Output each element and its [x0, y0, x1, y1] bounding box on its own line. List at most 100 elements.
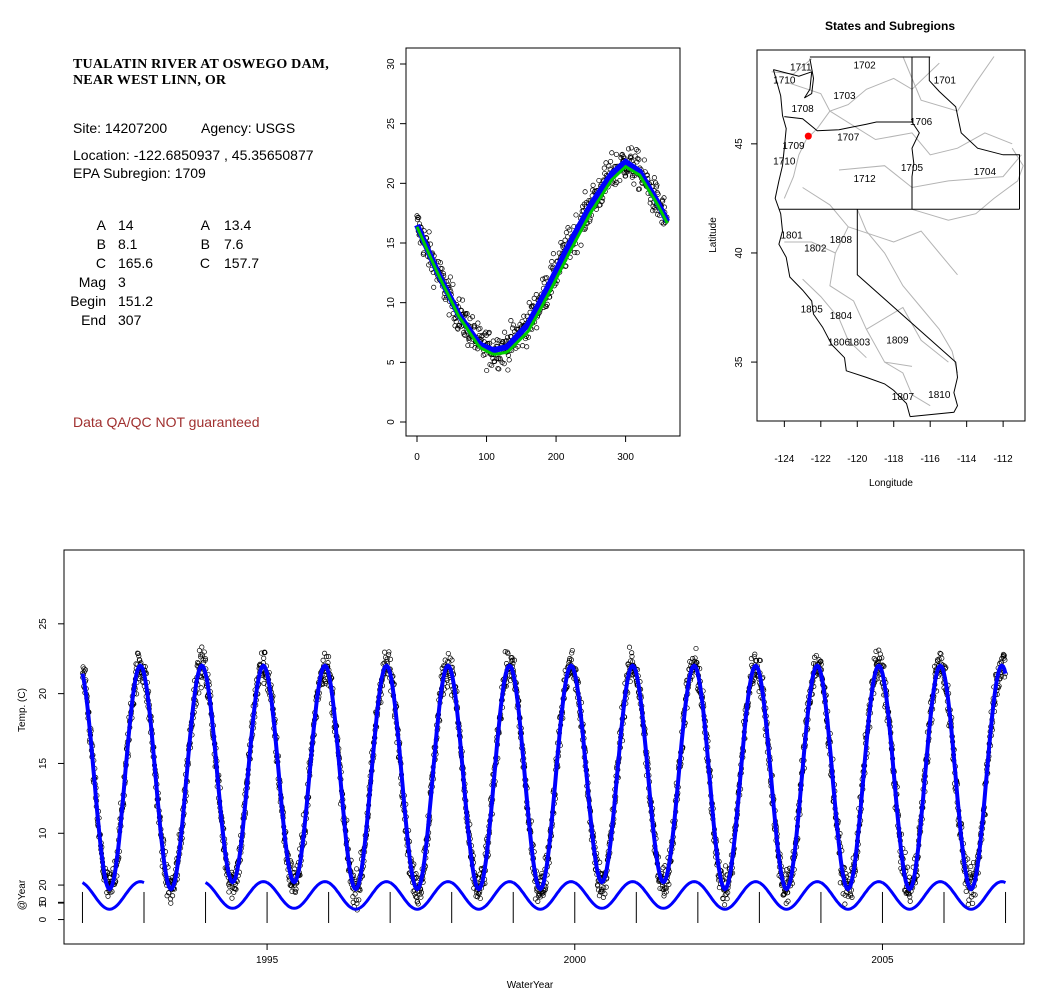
ts-point	[201, 649, 207, 655]
data-point	[431, 284, 437, 290]
ts-point	[414, 899, 421, 905]
ts-point	[292, 889, 298, 895]
data-point	[489, 362, 495, 369]
ts-point	[722, 863, 729, 869]
data-point	[447, 274, 453, 280]
ts-point	[505, 650, 511, 657]
ts-point	[323, 653, 330, 660]
data-point	[603, 160, 609, 166]
subregion-label: 1707	[837, 132, 860, 143]
data-point	[549, 259, 555, 265]
data-point	[510, 322, 516, 328]
ts-point	[693, 645, 699, 652]
ts-point	[603, 884, 609, 890]
subregion-label: 1801	[780, 231, 803, 242]
map-x-tick-label: -112	[993, 454, 1013, 465]
data-point	[439, 266, 445, 272]
ts-xlabel: WaterYear	[507, 980, 554, 991]
subregion-label: 1804	[830, 311, 853, 322]
state-border	[911, 57, 920, 210]
ts-x-tick-label: 1995	[256, 955, 279, 966]
data-point	[486, 329, 492, 335]
ts-point	[474, 894, 481, 900]
data-point	[495, 365, 501, 372]
ts-x-tick-label: 2000	[564, 955, 587, 966]
data-point	[652, 207, 658, 213]
data-point	[466, 337, 472, 343]
subregion-label: 1806	[828, 337, 851, 348]
ts-point	[508, 658, 514, 664]
data-point	[630, 172, 636, 179]
subregion-boundary	[802, 187, 913, 367]
coastline	[772, 69, 911, 417]
ts-point	[784, 867, 790, 873]
data-point	[522, 336, 529, 342]
site-id: Site: 14207200	[73, 120, 168, 136]
ts-point	[442, 657, 448, 663]
subregion-label: 1701	[934, 76, 957, 87]
subregion-label: 1709	[782, 141, 805, 152]
state-border	[928, 57, 1020, 210]
ts-point	[105, 893, 111, 899]
map-y-tick-label: 45	[734, 138, 745, 150]
ts-point	[569, 647, 575, 654]
ts-point	[568, 657, 574, 663]
data-point	[526, 300, 532, 306]
data-point	[465, 342, 471, 348]
data-point	[416, 215, 422, 221]
param-value: 165.6	[118, 255, 154, 271]
ts-point	[261, 655, 267, 661]
ts-point	[291, 866, 298, 872]
data-point	[525, 334, 531, 340]
param-value: 8.1	[118, 236, 138, 252]
subregion-label: 1708	[791, 104, 814, 115]
data-point	[599, 198, 605, 204]
data-point	[534, 325, 540, 331]
ts-point	[722, 902, 728, 908]
y-tick-label: 30	[386, 58, 397, 70]
subregion-label: 1809	[886, 335, 909, 346]
data-point	[635, 148, 641, 154]
data-point	[502, 338, 508, 345]
data-point	[484, 367, 490, 374]
site-marker	[804, 132, 812, 140]
param-label: C	[199, 255, 210, 271]
subregion-label: 1810	[928, 390, 951, 401]
data-point	[520, 343, 526, 349]
ts-point	[357, 887, 363, 893]
yr-y-tick-label: 10	[38, 896, 49, 908]
ts-point	[970, 900, 976, 906]
subregion-label: 1712	[853, 174, 876, 185]
data-point	[475, 320, 481, 326]
ts-y-tick-label: 20	[38, 688, 49, 700]
subregion-map: States and Subregions 1711 1710 1702 1701 17…	[708, 19, 1026, 489]
ts-x-tick-label: 2005	[871, 955, 894, 966]
ts-point	[170, 893, 176, 899]
data-point	[501, 361, 507, 367]
ts-point	[569, 650, 575, 656]
data-point	[496, 366, 502, 372]
ts-point	[226, 889, 232, 895]
ts-y-tick-label: 25	[38, 618, 49, 630]
ts-point	[629, 653, 635, 659]
y-tick-label: 10	[386, 297, 397, 309]
subregion-label: 1808	[830, 235, 853, 246]
data-point	[573, 212, 579, 218]
ts-point	[902, 849, 908, 855]
y-tick-label: 25	[386, 118, 397, 130]
data-point	[562, 237, 568, 243]
subregion-label: 1802	[804, 244, 827, 255]
data-point	[628, 145, 634, 151]
ts-point	[415, 901, 421, 907]
data-point	[506, 357, 512, 363]
scatter-frame	[405, 47, 681, 437]
data-point	[606, 163, 612, 169]
data-point	[548, 264, 554, 270]
data-point	[462, 332, 468, 338]
data-point	[625, 146, 632, 152]
subregion-label: 1710	[773, 76, 796, 87]
data-point	[661, 221, 667, 227]
data-point	[609, 150, 615, 156]
data-point	[521, 313, 527, 319]
subregion-label: 1803	[848, 337, 871, 348]
